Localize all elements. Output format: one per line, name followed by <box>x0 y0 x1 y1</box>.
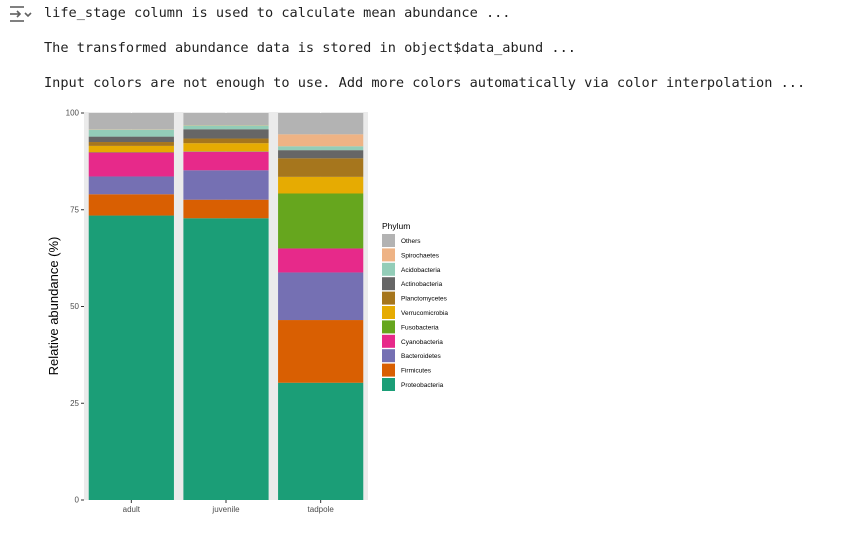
y-axis-title: Relative abundance (%) <box>46 237 61 376</box>
y-tick-label: 75 <box>70 205 79 214</box>
legend-label: Acidobacteria <box>401 267 441 274</box>
bar-segment-verrucomicrobia <box>88 145 174 153</box>
y-tick-label: 50 <box>70 302 79 311</box>
bar-segment-planctomycetes <box>183 138 269 144</box>
output-line: life_stage column is used to calculate m… <box>44 5 511 21</box>
bar-segment-cyanobacteria <box>88 152 174 177</box>
legend-key <box>382 291 395 305</box>
legend-key <box>382 378 395 391</box>
legend-title: Phylum <box>382 221 410 231</box>
bar-segment-acidobacteria <box>183 125 269 130</box>
legend-label: Spirochaetes <box>401 252 440 259</box>
bar-segment-others <box>278 113 364 135</box>
x-tick-label: juvenile <box>211 505 240 514</box>
bar-segment-verrucomicrobia <box>183 143 269 152</box>
legend-key <box>382 262 395 276</box>
x-tick-label: tadpole <box>308 505 335 514</box>
bar-segment-acidobacteria <box>88 129 174 137</box>
bar-segment-verrucomicrobia <box>278 176 364 194</box>
bar-segment-actinobacteria <box>88 136 174 143</box>
legend-label: Others <box>401 238 421 245</box>
bar-segment-proteobacteria <box>183 218 269 500</box>
bar-segment-bacteroidetes <box>88 176 174 195</box>
legend-label: Verrucomicrobia <box>401 310 448 317</box>
bar-segment-actinobacteria <box>278 150 364 159</box>
output-line: Input colors are not enough to use. Add … <box>44 75 806 91</box>
output-collapse-icon[interactable] <box>8 4 32 24</box>
x-tick-label: adult <box>123 505 141 514</box>
legend-key <box>382 306 395 319</box>
legend-label: Cyanobacteria <box>401 339 443 346</box>
legend-key <box>382 234 395 247</box>
bar-segment-acidobacteria <box>278 146 364 151</box>
legend-key <box>382 248 395 262</box>
bar-segment-spirochaetes <box>278 134 364 147</box>
legend-key <box>382 363 395 377</box>
bar-segment-planctomycetes <box>88 142 174 146</box>
legend-key <box>382 277 395 291</box>
bar-segment-actinobacteria <box>183 129 269 139</box>
bar-segment-bacteroidetes <box>183 170 269 200</box>
y-tick-label: 25 <box>70 399 79 408</box>
y-tick-label: 100 <box>66 109 80 118</box>
bar-segment-fusobacteria <box>278 193 364 249</box>
bar-segment-proteobacteria <box>278 382 364 500</box>
legend-label: Bacteroidetes <box>401 353 441 360</box>
legend-label: Firmicutes <box>401 368 432 375</box>
bar-segment-firmicutes <box>278 320 364 383</box>
legend-label: Planctomycetes <box>401 296 448 303</box>
legend-label: Actinobacteria <box>401 281 443 288</box>
bar-segment-cyanobacteria <box>278 248 364 273</box>
bar-segment-cyanobacteria <box>183 151 269 171</box>
bar-segment-planctomycetes <box>278 158 364 177</box>
bar-segment-bacteroidetes <box>278 272 364 321</box>
bar-segment-firmicutes <box>183 199 269 219</box>
bar-segment-others <box>183 113 269 125</box>
bar-segment-others <box>88 113 174 130</box>
bar-segment-firmicutes <box>88 194 174 216</box>
y-tick-label: 0 <box>75 496 80 505</box>
legend-label: Fusobacteria <box>401 324 439 331</box>
legend-key <box>382 334 395 348</box>
legend-key <box>382 349 395 363</box>
bar-segment-proteobacteria <box>88 215 174 500</box>
output-line: The transformed abundance data is stored… <box>44 40 576 56</box>
legend-key <box>382 320 395 334</box>
legend-label: Proteobacteria <box>401 382 444 389</box>
